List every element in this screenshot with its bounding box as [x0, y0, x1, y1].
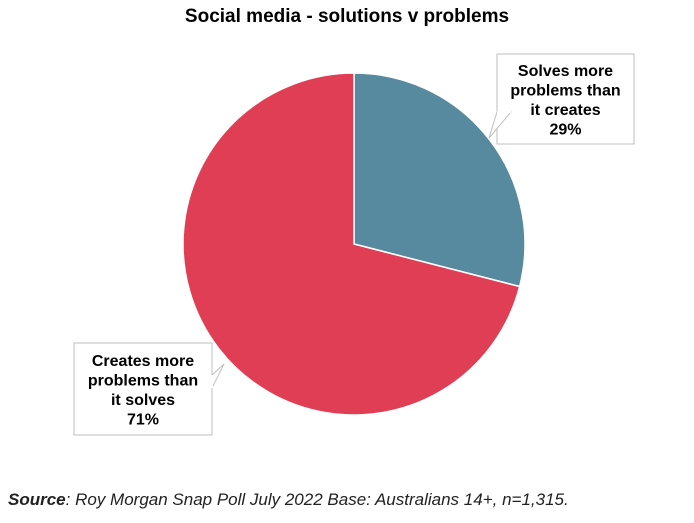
slice-label-line: it solves: [111, 392, 175, 409]
pie-chart: Solves more problems than it creates 29% Cre…: [73, 53, 635, 436]
slice-value-label: 29%: [549, 121, 581, 138]
slice-label-line: Solves more: [518, 63, 613, 80]
slice-value-label: 71%: [127, 411, 159, 428]
source-text: : Roy Morgan Snap Poll July 2022 Base: A…: [65, 490, 569, 509]
slice-label-line: problems than: [88, 372, 198, 389]
slice-label-line: it creates: [530, 102, 600, 119]
slice-label-line: problems than: [510, 82, 620, 99]
callout-pointer: [211, 363, 225, 389]
callout-box: [496, 53, 635, 145]
slice-callout: Creates more problems than it solves 71%: [73, 342, 225, 436]
pie-callouts: Solves more problems than it creates 29% Cre…: [73, 53, 635, 436]
source-note: Source: Roy Morgan Snap Poll July 2022 B…: [8, 490, 688, 510]
chart-title: Social media - solutions v problems: [184, 6, 510, 27]
slice-callout: Solves more problems than it creates 29%: [488, 53, 635, 145]
pie-slice: [353, 72, 526, 288]
pie-slice: [182, 72, 521, 416]
slice-label-line: Creates more: [92, 353, 194, 370]
callout-box: [73, 342, 213, 436]
source-label: Source: [8, 490, 66, 509]
pie-slices: [182, 72, 526, 416]
